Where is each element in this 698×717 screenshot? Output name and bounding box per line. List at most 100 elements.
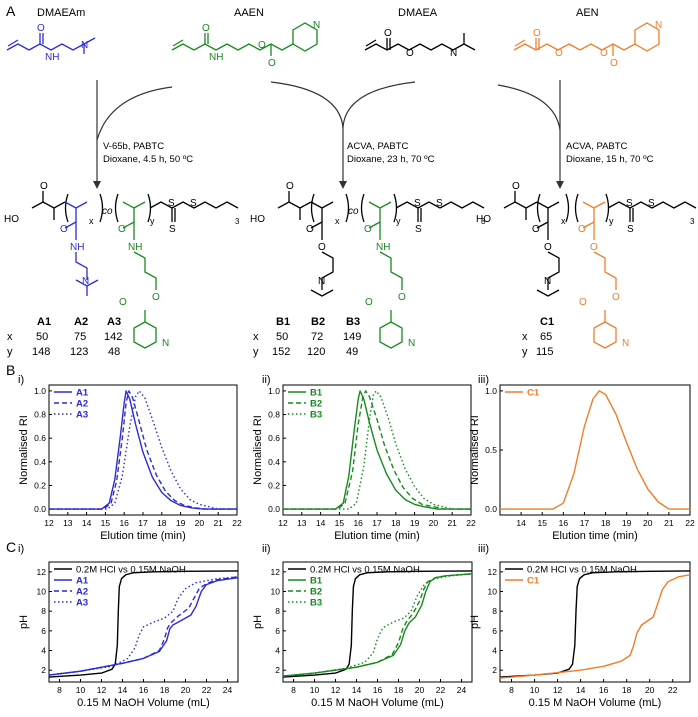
y-tick-label: 8 [275,606,280,616]
y-tick-label: 12 [488,567,498,577]
y-tick-label: 4 [492,646,497,656]
x-axis-label: Elution time (min) [334,530,420,542]
polymer-c-s-3: S [627,224,634,235]
table-a-y-1: 148 [32,346,50,358]
chart-panel-label: iii) [478,374,489,386]
x-tick-label: 16 [139,685,149,695]
table-a-id-1: A1 [37,316,51,328]
y-tick-label: 0.8 [34,410,46,420]
polymer-c-sub3: 3 [690,217,695,226]
polymer-c-s-1: S [626,198,633,209]
legend-label: B3 [310,410,322,421]
chart-panel-label: i) [18,374,24,386]
polymer-b-s-1: S [414,198,421,209]
table-a-x-1: 50 [36,331,48,343]
polymer-a-sub3: 3 [235,217,240,226]
polymer-a-s-2: S [190,198,197,209]
x-axis-label: 0.15 M NaOH Volume (mL) [77,697,210,709]
y-tick-label: 1.0 [268,386,280,396]
x-tick-label: 13 [63,518,73,528]
legend-label: B2 [310,587,322,598]
y-tick-label: 0.2 [268,480,280,490]
polymer-b-o-1: O [286,181,294,192]
polymer-b-o-3: O [318,242,326,253]
x-tick-label: 20 [643,518,653,528]
y-tick-label: 0.8 [268,410,280,420]
x-tick-label: 20 [415,685,425,695]
conditions-c-line2: Dioxane, 15 h, 70 ºC [566,154,654,165]
legend-label: A3 [76,598,88,609]
conditions-b-line2: Dioxane, 23 h, 70 ºC [347,154,435,165]
y-axis-label: Normalised RI [18,415,30,485]
x-tick-label: 21 [213,518,223,528]
table-a-y-3: 48 [108,346,120,358]
polymer-a-y: y [150,216,155,226]
dmaea-structure [364,33,476,51]
y-tick-label: 0.0 [268,504,280,514]
y-axis-label: pH [18,615,30,629]
y-tick-label: 0.2 [34,480,46,490]
x-tick-label: 17 [580,518,590,528]
y-tick-label: 0.6 [268,433,280,443]
polymer-b-o-4: O [364,224,372,235]
series-line-a1 [49,390,237,510]
plot-frame [499,384,691,516]
dmaea-n-label: N [450,48,457,59]
x-tick-label: 19 [176,518,186,528]
x-tick-label: 20 [195,518,205,528]
x-tick-label: 14 [118,685,128,695]
aaen-structure [171,22,318,56]
legend-label: C1 [527,388,540,399]
polymer-b-y: y [396,216,401,226]
x-tick-label: 10 [76,685,86,695]
table-c-y-1: 115 [536,346,554,358]
plot-frame [499,561,691,683]
y-tick-label: 0.5 [485,445,497,455]
x-tick-label: 16 [119,518,129,528]
y-tick-label: 6 [492,626,497,636]
y-tick-label: 0.0 [34,504,46,514]
x-tick-label: 22 [232,518,242,528]
polymer-b-o-6: O [365,297,373,308]
legend-label: B3 [310,598,322,609]
dmaeam-nh-label: NH [45,52,59,63]
x-tick-label: 15 [537,518,547,528]
x-axis-label: 0.15 M NaOH Volume (mL) [529,697,662,709]
y-tick-label: 12 [271,567,281,577]
legend-label: 0.2M HCl vs 0.15M NaOH [310,565,420,576]
polymer-a-s-3: S [169,224,176,235]
x-tick-label: 19 [622,518,632,528]
polymer-b-o-5: O [398,292,406,303]
y-tick-label: 12 [37,567,47,577]
x-tick-label: 15 [335,518,345,528]
x-axis-label: Elution time (min) [100,530,186,542]
x-tick-label: 14 [82,518,92,528]
chart-b-ii: ii) 12 13 14 15 16 17 18 19 20 21 22 0.0 0.2 0.4 0.6 0.8… [252,374,476,542]
polymer-c-o-3: O [544,242,552,253]
polymer-b-ho: HO [250,214,265,225]
y-axis-label: Normalised RI [469,415,481,485]
x-tick-label: 22 [202,685,212,695]
x-tick-label: 18 [622,685,632,695]
x-tick-label: 20 [429,518,439,528]
table-b-id-3: B3 [346,316,360,328]
aaen-o-label-1: O [202,23,210,34]
polymer-a-n: N [82,276,89,287]
polymer-a-nh-1: NH [70,242,84,253]
x-tick-label: 12 [97,685,107,695]
polymer-c-x: x [561,216,566,226]
dmaeam-structure [6,33,96,54]
x-tick-label: 14 [516,518,526,528]
y-tick-label: 8 [41,606,46,616]
panel-letter-B: B [6,362,15,378]
polymer-b-sub3: 3 [481,217,486,226]
x-tick-label: 22 [668,685,678,695]
x-tick-label: 8 [509,685,514,695]
chart-b-iii: iii) 14 15 16 17 18 19 20 21 22 0.0 0.5 1.0 Elution t… [469,374,695,542]
polymer-a-s-1: S [168,198,175,209]
table-a-row-y: y [7,346,13,358]
table-b-row-y: y [253,346,259,358]
composition-table-a: A1 A2 A3 x 50 75 142 y 148 123 48 [7,316,122,358]
x-tick-label: 20 [645,685,655,695]
